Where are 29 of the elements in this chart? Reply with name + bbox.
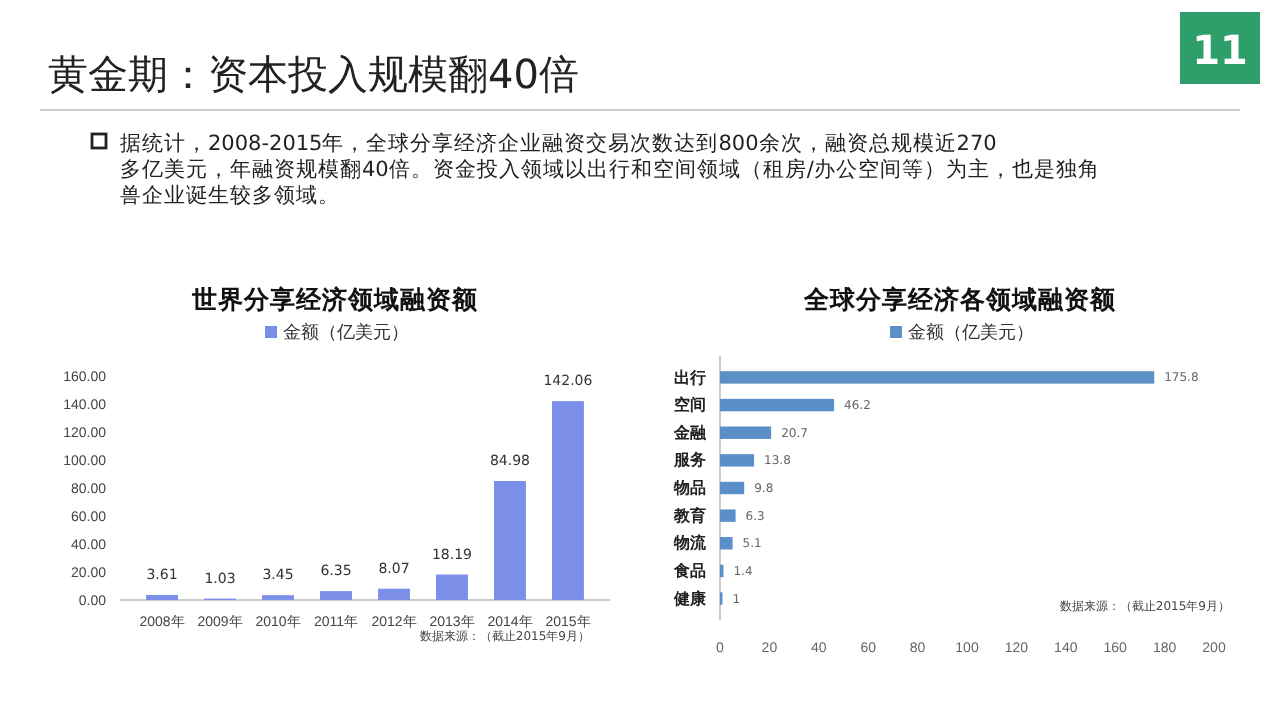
y-tick-label: 健康 [672, 587, 708, 608]
bar [320, 591, 352, 600]
bar [720, 537, 733, 550]
bar [720, 481, 745, 495]
bar [552, 401, 584, 600]
chart-title: 世界分享经济领域融资额 [190, 284, 480, 314]
bar [720, 398, 835, 412]
legend-label: 金额（亿美元） [283, 322, 409, 344]
bar [720, 454, 755, 467]
y-tick-label: 金融 [672, 423, 708, 442]
chart-title: 全球分享经济各领域融资额 [802, 284, 1118, 314]
y-tick-label: 出行 [674, 368, 706, 387]
text: 黄金期：资本投入规模翻40倍 [48, 50, 579, 98]
y-tick-label: 食品 [672, 562, 706, 581]
bar [720, 509, 736, 522]
bar [146, 594, 178, 600]
bar [436, 574, 468, 600]
legend-label: 金额（亿美元） [908, 322, 1034, 344]
text: 据统计，2008-2015年，全球分享经济企业融资交易次数达到800余次，融资总规模近270多亿美元，年融资规模翻40倍。资金投入领域以出行和空间领域（租房/办公空间等）为主，也是独角兽企业诞生较多领域。 [120, 130, 1100, 208]
y-tick-label: 教育 [672, 504, 706, 525]
bar [720, 426, 772, 439]
bar [720, 371, 1155, 384]
y-tick-label: 服务 [672, 451, 706, 470]
bar [378, 588, 410, 600]
y-tick-label: 物品 [672, 479, 706, 498]
bar [494, 481, 526, 600]
y-tick-label: 物流 [672, 532, 708, 553]
y-tick-label: 空间 [674, 394, 706, 415]
text: 11 [1192, 26, 1248, 74]
